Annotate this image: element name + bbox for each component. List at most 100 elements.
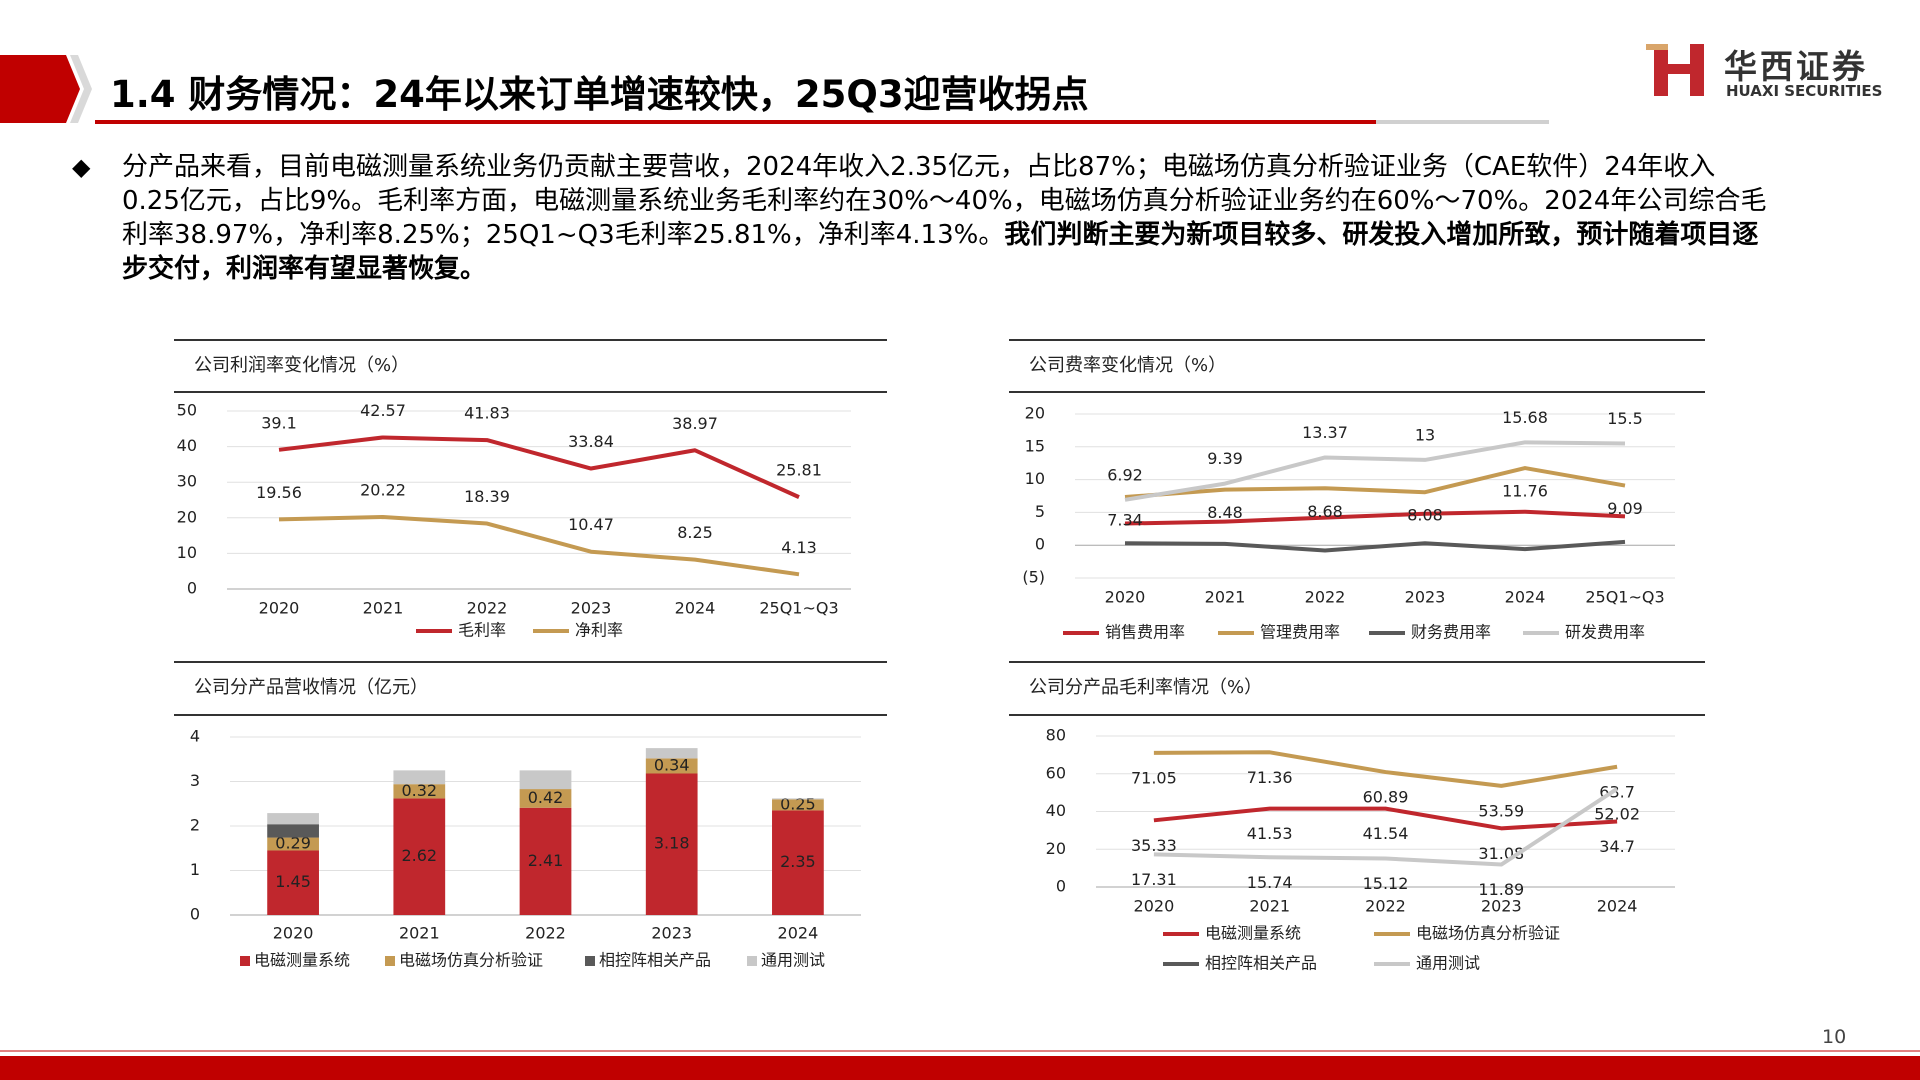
legend-label: 通用测试 [761, 951, 825, 970]
data-label: 8.48 [1207, 503, 1243, 522]
x-tick-label: 2021 [1249, 897, 1290, 916]
page-number: 10 [1822, 1026, 1847, 1048]
legend-label: 净利率 [575, 621, 623, 640]
data-label: 8.08 [1407, 506, 1443, 525]
x-tick-label: 2020 [259, 599, 300, 618]
bar-segment [772, 798, 824, 800]
legend-label: 毛利率 [458, 621, 506, 640]
data-label: 10.47 [568, 515, 614, 534]
data-label: 18.39 [464, 487, 510, 506]
data-label: 33.84 [568, 432, 614, 451]
y-tick-label: 20 [1046, 839, 1066, 858]
data-label: 60.89 [1363, 788, 1409, 807]
legend-label: 电磁场仿真分析验证 [399, 951, 543, 970]
bar-segment [645, 773, 698, 915]
x-tick-label: 2023 [1405, 588, 1446, 607]
data-label: 13 [1415, 425, 1435, 444]
x-tick-label: 2020 [273, 924, 314, 943]
x-tick-label: 2023 [651, 924, 692, 943]
slide-title: 1.4 财务情况：24年以来订单增速较快，25Q3迎营收拐点 [110, 73, 1089, 116]
data-label: 71.05 [1131, 768, 1177, 787]
logo-mark [1646, 44, 1704, 96]
x-tick-label: 2024 [1597, 897, 1638, 916]
data-label: 2.35 [780, 852, 816, 871]
header-chevron [70, 55, 92, 123]
x-tick-label: 2024 [1505, 588, 1546, 607]
series-line [1124, 539, 1626, 553]
legend-label: 研发费用率 [1565, 623, 1645, 642]
data-label: 11.89 [1478, 880, 1524, 899]
x-tick-label: 2021 [399, 924, 440, 943]
data-label: 11.76 [1502, 482, 1548, 501]
bar-segment [519, 770, 572, 790]
data-label: 13.37 [1302, 423, 1348, 442]
legend-label: 销售费用率 [1105, 623, 1185, 642]
data-label: 7.34 [1107, 511, 1143, 530]
y-tick-label: 4 [190, 727, 200, 746]
y-tick-label: 0 [190, 905, 200, 924]
bullet-icon: ◆ [72, 153, 91, 181]
bar-segment [267, 850, 319, 915]
data-label: 39.1 [261, 413, 297, 432]
bar-segment [645, 748, 698, 759]
data-label: 0.25 [780, 794, 816, 813]
x-tick-label: 2024 [778, 924, 819, 943]
y-tick-label: 40 [177, 436, 197, 455]
data-label: 17.31 [1131, 870, 1177, 889]
data-label: 15.5 [1607, 409, 1643, 428]
data-label: 2.41 [528, 851, 564, 870]
data-label: 0.32 [401, 781, 437, 800]
data-label: 71.36 [1247, 768, 1293, 787]
y-tick-label: 3 [190, 771, 200, 790]
legend-label: 管理费用率 [1260, 623, 1340, 642]
x-tick-label: 2021 [1205, 588, 1246, 607]
x-tick-label: 2022 [1305, 588, 1346, 607]
x-tick-label: 2020 [1105, 588, 1146, 607]
data-label: 41.53 [1247, 824, 1293, 843]
y-tick-label: 60 [1046, 763, 1066, 782]
y-tick-label: 20 [177, 507, 197, 526]
data-label: 9.09 [1607, 499, 1643, 518]
chart-title: 公司费率变化情况（%） [1029, 355, 1226, 376]
y-tick-label: 10 [1025, 469, 1045, 488]
data-label: 9.39 [1207, 449, 1243, 468]
legend-swatch [385, 956, 395, 966]
x-tick-label: 2022 [525, 924, 566, 943]
bar-segment [519, 789, 572, 808]
y-tick-label: 50 [177, 401, 197, 420]
legend-label: 电磁测量系统 [1205, 924, 1301, 943]
bullet-text: 分产品来看，目前电磁测量系统业务仍贡献主要营收，2024年收入2.35亿元，占比… [122, 150, 1772, 286]
y-tick-label: (5) [1022, 568, 1045, 587]
bar-segment [393, 784, 446, 799]
y-tick-label: 1 [190, 860, 200, 879]
y-tick-label: 5 [1035, 502, 1045, 521]
footer-bar [0, 1056, 1920, 1080]
legend-label: 相控阵相关产品 [599, 951, 711, 970]
bar-segment [393, 798, 446, 915]
data-label: 0.29 [275, 834, 311, 853]
data-label: 3.18 [654, 834, 690, 853]
y-tick-label: 30 [177, 472, 197, 491]
series-line [278, 435, 800, 499]
data-label: 0.34 [654, 755, 690, 774]
y-tick-label: 15 [1025, 436, 1045, 455]
x-tick-label: 2023 [571, 599, 612, 618]
bar-segment [645, 758, 698, 774]
chart-title: 公司分产品营收情况（亿元） [194, 677, 428, 698]
bar-segment [772, 799, 824, 811]
data-label: 20.22 [360, 481, 406, 500]
bar-segment [772, 810, 824, 915]
x-tick-label: 2021 [363, 599, 404, 618]
legend-swatch [747, 956, 757, 966]
data-label: 1.45 [275, 872, 311, 891]
series-line [1153, 750, 1618, 788]
y-tick-label: 20 [1025, 404, 1045, 423]
series-line [1124, 466, 1626, 500]
x-tick-label: 25Q1~Q3 [1585, 588, 1664, 607]
legend-label: 相控阵相关产品 [1205, 954, 1317, 973]
y-tick-label: 0 [1035, 535, 1045, 554]
data-label: 8.25 [677, 523, 713, 542]
logo-name-en: HUAXI SECURITIES [1726, 82, 1883, 100]
legend-swatch [585, 956, 595, 966]
